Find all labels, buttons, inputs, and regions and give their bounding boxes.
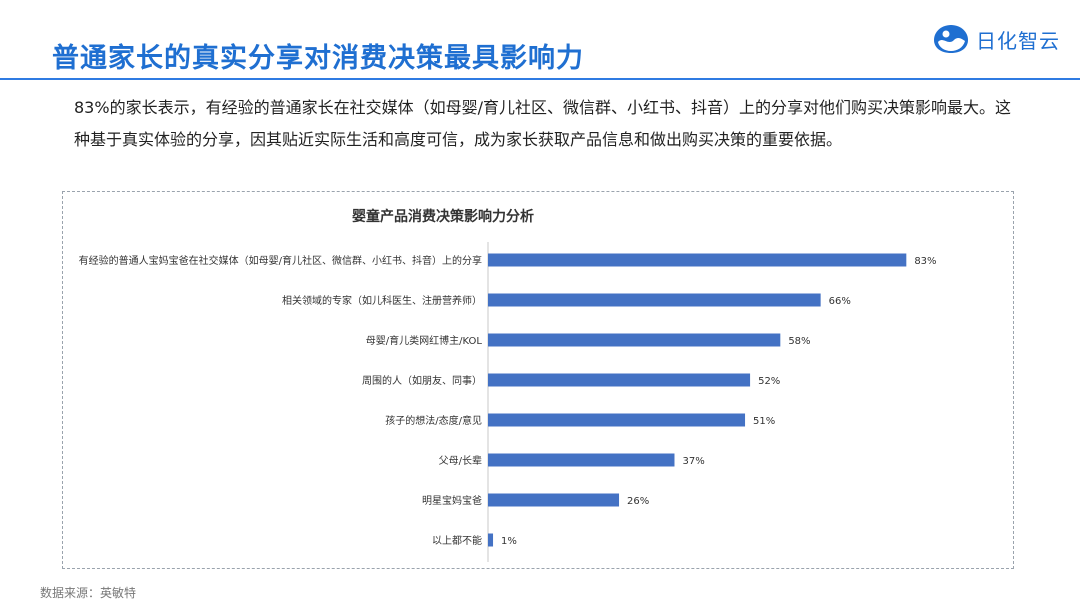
bar xyxy=(488,413,746,427)
value-label: 1% xyxy=(501,536,517,547)
bar xyxy=(488,253,907,267)
value-label: 51% xyxy=(753,416,775,427)
bar xyxy=(488,373,751,387)
value-label: 66% xyxy=(829,296,851,307)
category-label: 父母/长辈 xyxy=(439,454,482,467)
bar xyxy=(488,333,781,347)
bar xyxy=(488,453,675,467)
chart-title: 婴童产品消费决策影响力分析 xyxy=(352,208,534,225)
category-label: 相关领域的专家（如儿科医生、注册营养师） xyxy=(282,294,482,307)
logo-text: 日化智云 xyxy=(976,28,1060,53)
value-label: 58% xyxy=(788,336,810,347)
category-label: 以上都不能 xyxy=(432,534,482,547)
value-label: 52% xyxy=(758,376,780,387)
bar xyxy=(488,293,821,307)
category-label: 有经验的普通人宝妈宝爸在社交媒体（如母婴/育儿社区、微信群、小红书、抖音）上的分… xyxy=(79,254,482,267)
value-label: 37% xyxy=(682,456,704,467)
category-label: 母婴/育儿类网红博主/KOL xyxy=(366,334,483,347)
page-title: 普通家长的真实分享对消费决策最具影响力 xyxy=(52,43,584,74)
category-label: 周围的人（如朋友、同事） xyxy=(362,374,482,387)
data-source: 数据来源：英敏特 xyxy=(40,586,137,600)
bar xyxy=(488,493,620,507)
cloud-wave-icon xyxy=(934,25,968,53)
bar-chart: 婴童产品消费决策影响力分析 有经验的普通人宝妈宝爸在社交媒体（如母婴/育儿社区、… xyxy=(79,208,937,562)
category-label: 明星宝妈宝爸 xyxy=(422,494,482,507)
chart-frame: 婴童产品消费决策影响力分析 有经验的普通人宝妈宝爸在社交媒体（如母婴/育儿社区、… xyxy=(62,191,1014,569)
brand-logo: 日化智云 xyxy=(930,20,1060,58)
value-label: 26% xyxy=(627,496,649,507)
title-divider xyxy=(0,78,1080,80)
intro-paragraph: 83%的家长表示，有经验的普通家长在社交媒体（如母婴/育儿社区、微信群、小红书、… xyxy=(74,98,1011,149)
bar xyxy=(488,533,494,547)
category-label: 孩子的想法/态度/意见 xyxy=(385,414,482,427)
value-label: 83% xyxy=(914,256,936,267)
